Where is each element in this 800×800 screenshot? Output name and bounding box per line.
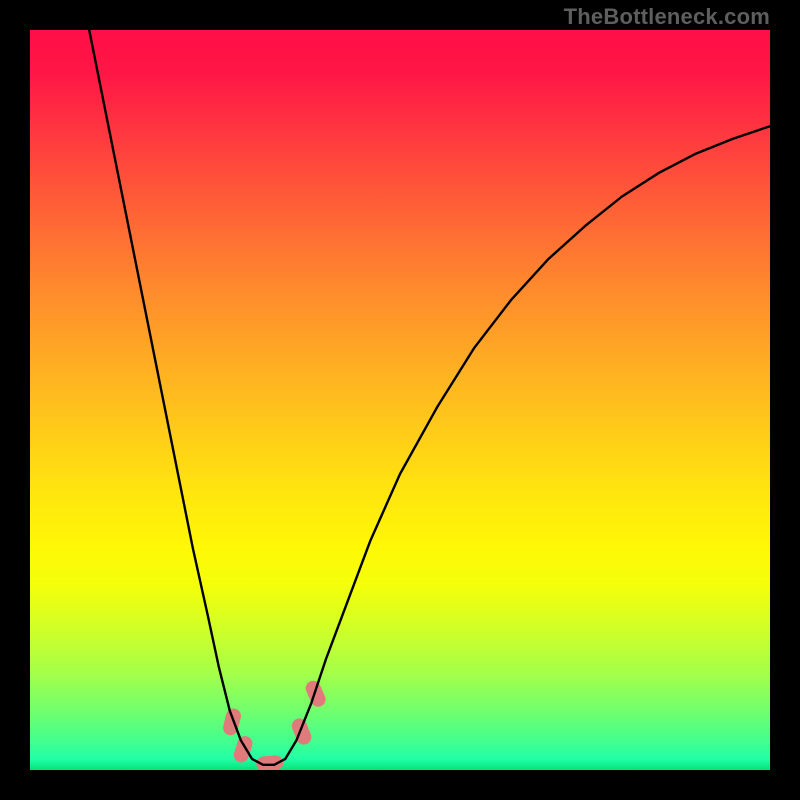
curve-marker: [290, 717, 313, 746]
curve-layer: [30, 30, 770, 770]
marker-group: [222, 679, 327, 770]
chart-frame: TheBottleneck.com: [0, 0, 800, 800]
bottleneck-curve: [89, 30, 770, 765]
watermark-text: TheBottleneck.com: [564, 4, 770, 30]
curve-marker: [232, 735, 253, 764]
plot-area: [30, 30, 770, 770]
